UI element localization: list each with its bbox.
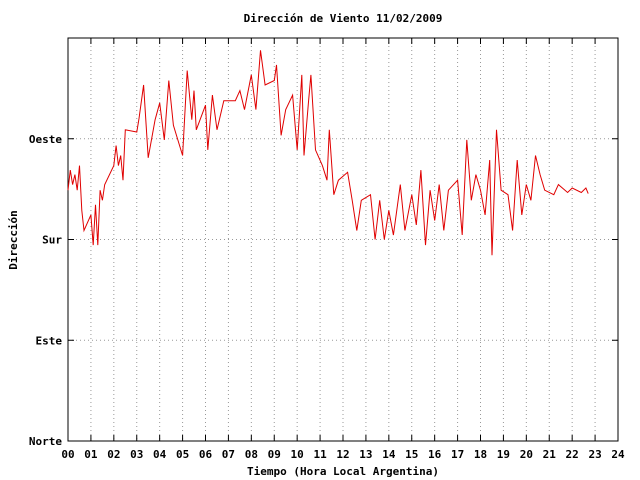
y-tick-label: Norte [29, 435, 62, 448]
x-tick-label: 11 [313, 448, 327, 461]
x-tick-label: 19 [497, 448, 510, 461]
x-tick-label: 16 [428, 448, 442, 461]
x-tick-label: 23 [588, 448, 601, 461]
x-tick-label: 14 [382, 448, 396, 461]
y-tick-label: Sur [42, 234, 62, 247]
x-tick-label: 17 [451, 448, 464, 461]
x-tick-label: 07 [222, 448, 235, 461]
plot-border [67, 37, 619, 442]
x-tick-label: 06 [199, 448, 213, 461]
x-tick-label: 18 [474, 448, 487, 461]
x-tick-label: 03 [130, 448, 143, 461]
x-tick-label: 24 [611, 448, 625, 461]
x-tick-label: 22 [566, 448, 579, 461]
x-tick-label: 12 [336, 448, 349, 461]
x-tick-label: 10 [291, 448, 304, 461]
x-tick-label: 02 [107, 448, 120, 461]
chart-title: Dirección de Viento 11/02/2009 [244, 12, 443, 25]
data-line [67, 50, 589, 256]
x-axis-label: Tiempo (Hora Local Argentina) [247, 465, 439, 478]
y-axis-label: Dirección [7, 210, 20, 270]
x-tick-label: 00 [61, 448, 74, 461]
x-tick-label: 21 [543, 448, 557, 461]
y-tick-label: Oeste [29, 133, 62, 146]
x-tick-label: 09 [268, 448, 281, 461]
x-tick-label: 20 [520, 448, 533, 461]
x-tick-label: 01 [84, 448, 98, 461]
x-tick-label: 15 [405, 448, 418, 461]
x-tick-label: 08 [245, 448, 258, 461]
x-tick-label: 05 [176, 448, 189, 461]
x-tick-label: 13 [359, 448, 372, 461]
x-tick-label: 04 [153, 448, 167, 461]
y-tick-label: Este [36, 334, 63, 347]
